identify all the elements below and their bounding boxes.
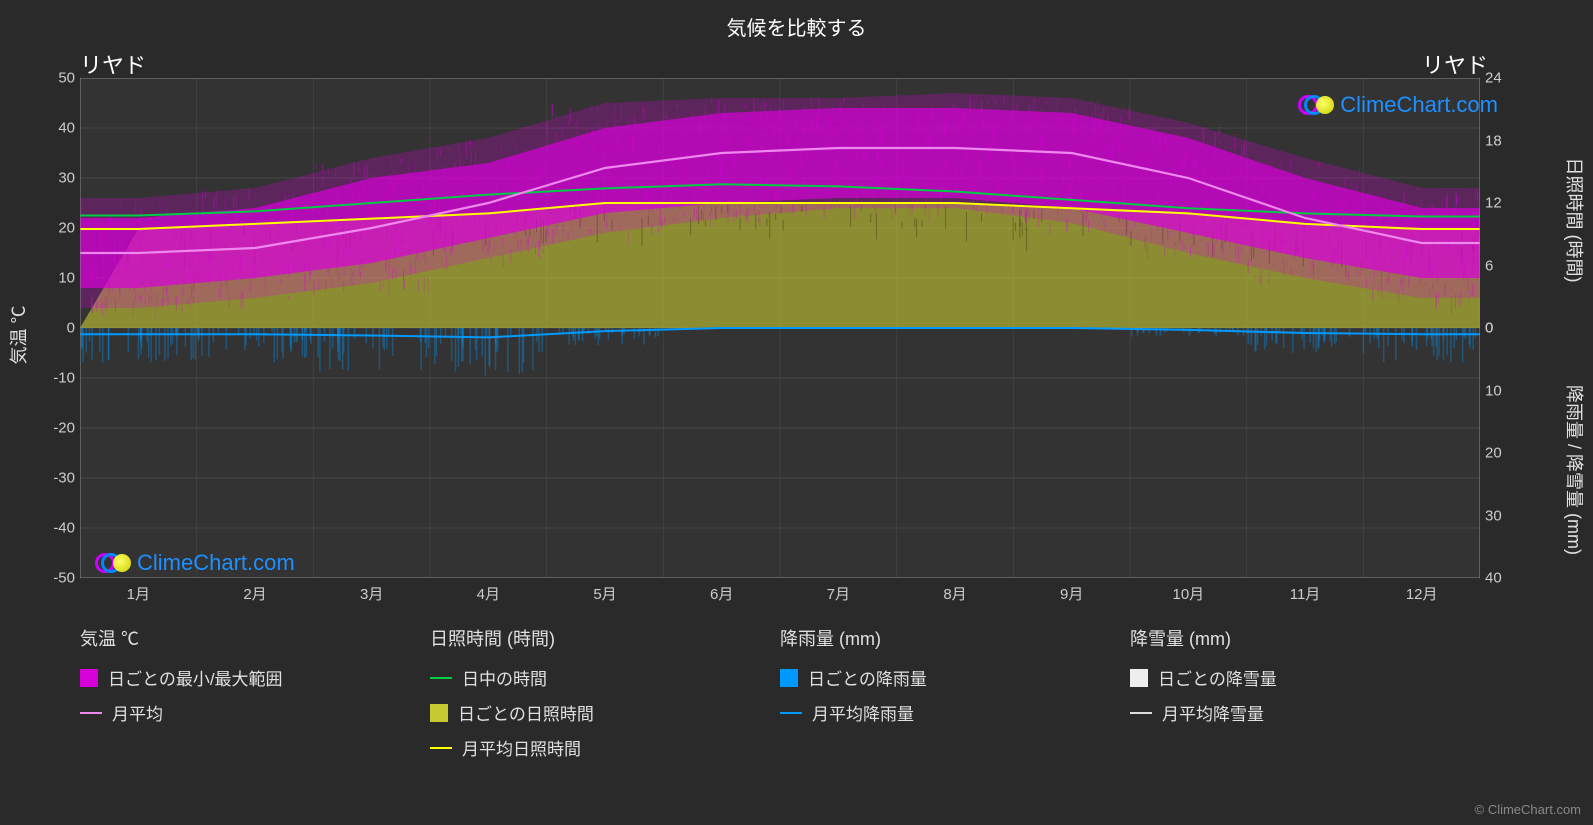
y-right-tick: 6 [1485, 257, 1525, 274]
legend-header: 降雨量 (mm) [780, 625, 1110, 651]
y-right-tick: 30 [1485, 507, 1525, 524]
brand-logo-bottom[interactable]: ClimeChart.com [95, 550, 295, 576]
legend-group: 気温 ℃ 日ごとの最小/最大範囲月平均 [80, 625, 430, 770]
legend-header: 気温 ℃ [80, 625, 410, 651]
x-tick: 5月 [593, 583, 616, 604]
y-axis-right-label-precip: 降雨量 / 降雪量 (mm) [1562, 385, 1588, 555]
legend-item: 月平均降雪量 [1130, 700, 1460, 725]
copyright: © ClimeChart.com [1475, 802, 1581, 817]
legend-label: 月平均降雨量 [812, 700, 914, 725]
legend-header: 降雪量 (mm) [1130, 625, 1460, 651]
x-tick: 4月 [477, 583, 500, 604]
y-right-tick: 12 [1485, 195, 1525, 212]
legend-swatch [80, 669, 98, 687]
legend-item: 日中の時間 [430, 665, 760, 690]
x-tick: 11月 [1290, 583, 1321, 604]
y-left-tick: 0 [35, 320, 75, 337]
x-tick: 3月 [360, 583, 383, 604]
y-left-tick: -40 [35, 520, 75, 537]
x-tick: 8月 [943, 583, 966, 604]
y-left-tick: -30 [35, 470, 75, 487]
y-left-tick: -50 [35, 570, 75, 587]
legend-swatch [430, 677, 452, 679]
y-left-tick: -20 [35, 420, 75, 437]
y-right-tick: 24 [1485, 70, 1525, 87]
legend-group: 日照時間 (時間) 日中の時間日ごとの日照時間月平均日照時間 [430, 625, 780, 770]
brand-logo-icon [1298, 92, 1334, 118]
chart-title: 気候を比較する [0, 12, 1593, 41]
y-left-tick: 20 [35, 220, 75, 237]
legend-header: 日照時間 (時間) [430, 625, 760, 651]
legend-item: 月平均 [80, 700, 410, 725]
legend: 気温 ℃ 日ごとの最小/最大範囲月平均 日照時間 (時間) 日中の時間日ごとの日照時間… [80, 625, 1480, 770]
legend-item: 日ごとの日照時間 [430, 700, 760, 725]
legend-swatch [80, 712, 102, 714]
legend-item: 月平均日照時間 [430, 735, 760, 760]
brand-logo-icon [95, 550, 131, 576]
legend-swatch [430, 747, 452, 749]
y-right-tick: 20 [1485, 445, 1525, 462]
x-tick: 9月 [1060, 583, 1083, 604]
x-tick: 10月 [1172, 583, 1204, 604]
legend-item: 月平均降雨量 [780, 700, 1110, 725]
brand-text: ClimeChart.com [1340, 92, 1498, 118]
legend-swatch [1130, 669, 1148, 687]
y-left-tick: 10 [35, 270, 75, 287]
y-right-tick: 0 [1485, 320, 1525, 337]
x-tick: 6月 [710, 583, 733, 604]
y-right-tick: 10 [1485, 382, 1525, 399]
location-label-left: リヤド [80, 48, 146, 80]
legend-swatch [780, 669, 798, 687]
legend-swatch [1130, 712, 1152, 714]
y-axis-left-label: 気温 ℃ [5, 305, 31, 364]
legend-label: 日中の時間 [462, 665, 547, 690]
legend-item: 日ごとの最小/最大範囲 [80, 665, 410, 690]
legend-label: 日ごとの降雪量 [1158, 665, 1277, 690]
legend-label: 月平均降雪量 [1162, 700, 1264, 725]
legend-item: 日ごとの降雨量 [780, 665, 1110, 690]
legend-label: 日ごとの最小/最大範囲 [108, 665, 283, 690]
chart-container: 気候を比較する リヤド リヤド 気温 ℃ 日照時間 (時間) 降雨量 / 降雪量… [0, 0, 1593, 825]
legend-group: 降雪量 (mm) 日ごとの降雪量月平均降雪量 [1130, 625, 1480, 770]
x-tick: 7月 [827, 583, 850, 604]
x-tick: 12月 [1406, 583, 1438, 604]
legend-label: 月平均日照時間 [462, 735, 581, 760]
y-left-tick: 50 [35, 70, 75, 87]
legend-swatch [430, 704, 448, 722]
chart-svg [80, 78, 1480, 578]
y-left-tick: -10 [35, 370, 75, 387]
x-tick: 2月 [243, 583, 266, 604]
legend-group: 降雨量 (mm) 日ごとの降雨量月平均降雨量 [780, 625, 1130, 770]
legend-swatch [780, 712, 802, 714]
y-axis-right-label-daylight: 日照時間 (時間) [1562, 158, 1588, 283]
x-tick: 1月 [127, 583, 150, 604]
y-right-tick: 18 [1485, 132, 1525, 149]
y-left-tick: 30 [35, 170, 75, 187]
legend-item: 日ごとの降雪量 [1130, 665, 1460, 690]
legend-label: 日ごとの日照時間 [458, 700, 594, 725]
brand-text: ClimeChart.com [137, 550, 295, 576]
brand-logo-top[interactable]: ClimeChart.com [1298, 92, 1498, 118]
legend-label: 月平均 [112, 700, 163, 725]
legend-label: 日ごとの降雨量 [808, 665, 927, 690]
location-label-right: リヤド [1422, 48, 1488, 80]
y-right-tick: 40 [1485, 570, 1525, 587]
y-left-tick: 40 [35, 120, 75, 137]
plot-area [80, 78, 1480, 578]
